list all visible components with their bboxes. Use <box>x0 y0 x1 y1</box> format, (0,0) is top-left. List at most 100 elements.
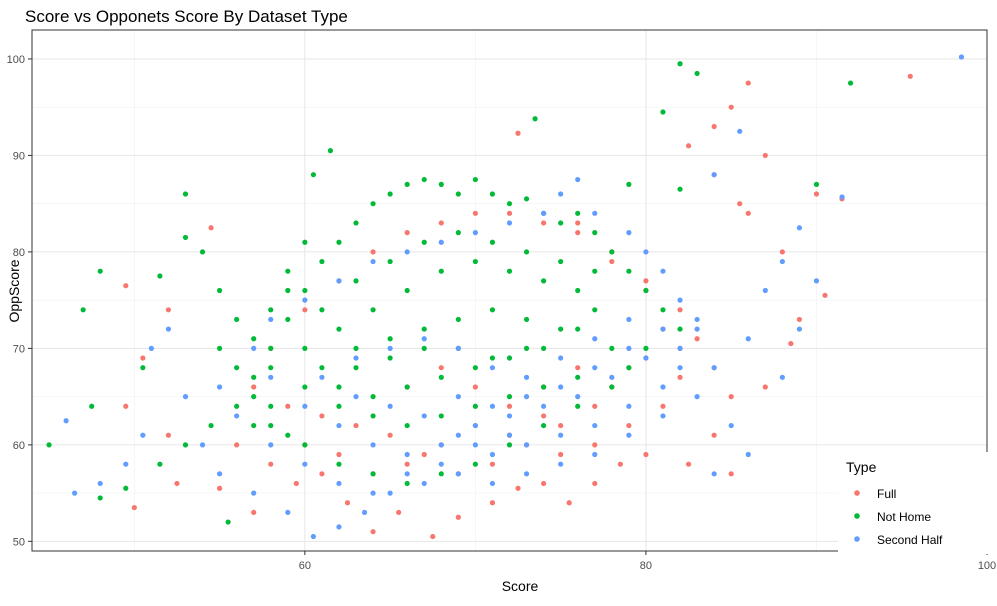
data-point <box>251 384 257 390</box>
data-point <box>626 365 632 371</box>
data-point <box>387 490 393 496</box>
data-point <box>575 176 581 183</box>
data-point <box>575 374 581 380</box>
data-point <box>472 230 478 236</box>
data-point <box>677 61 683 67</box>
data-point <box>404 422 410 429</box>
legend-key <box>854 536 860 542</box>
data-point <box>319 471 325 477</box>
data-point <box>779 374 785 380</box>
data-point <box>694 336 700 342</box>
data-point <box>404 287 410 294</box>
data-point <box>575 210 581 216</box>
data-point <box>319 374 325 380</box>
data-point <box>234 316 240 323</box>
data-point <box>660 384 666 390</box>
data-point <box>157 273 163 279</box>
data-point <box>302 345 308 351</box>
data-point <box>302 384 308 390</box>
data-point <box>728 471 734 477</box>
data-point <box>438 461 444 467</box>
data-point <box>592 451 598 458</box>
data-point <box>847 80 854 86</box>
data-point <box>677 365 683 371</box>
data-point <box>609 249 615 255</box>
legend-key <box>854 490 860 496</box>
data-point <box>336 461 342 467</box>
data-point <box>370 394 376 400</box>
data-point <box>558 451 564 458</box>
data-point <box>268 365 274 371</box>
data-point <box>438 239 444 245</box>
data-point <box>626 181 632 187</box>
data-point <box>455 191 461 197</box>
data-point <box>404 480 410 487</box>
data-point <box>251 490 257 496</box>
data-points <box>46 54 965 540</box>
data-point <box>421 336 427 342</box>
data-point <box>523 249 530 255</box>
data-point <box>506 201 513 207</box>
data-point <box>285 509 291 516</box>
data-point <box>336 326 342 332</box>
data-point <box>609 258 615 265</box>
data-point <box>336 451 342 458</box>
data-point <box>489 403 496 409</box>
data-point <box>609 374 615 380</box>
data-point <box>302 287 308 294</box>
data-point <box>361 509 368 516</box>
data-point <box>523 374 530 380</box>
data-point <box>251 374 257 380</box>
data-point <box>370 258 376 265</box>
data-point <box>216 471 223 477</box>
data-point <box>421 480 427 487</box>
data-point <box>575 220 581 226</box>
data-point <box>694 316 700 323</box>
data-point <box>737 128 743 134</box>
data-point <box>387 432 393 438</box>
data-point <box>592 403 598 409</box>
data-point <box>728 422 734 429</box>
x-tick-label: 80 <box>640 560 652 572</box>
data-point <box>660 268 666 274</box>
data-point <box>251 509 257 516</box>
x-tick-label: 60 <box>299 560 311 572</box>
data-point <box>575 403 581 409</box>
data-point <box>251 422 257 429</box>
y-tick-label: 60 <box>13 440 25 452</box>
data-point <box>575 287 581 294</box>
data-point <box>438 374 444 380</box>
data-point <box>455 432 461 438</box>
data-point <box>541 413 547 419</box>
data-point <box>711 365 717 371</box>
data-point <box>302 403 308 409</box>
y-tick-label: 90 <box>13 150 25 162</box>
data-point <box>523 345 530 351</box>
legend: Type Full Not Home Second Half <box>838 452 988 554</box>
data-point <box>455 514 461 520</box>
data-point <box>711 432 717 438</box>
data-point <box>592 365 598 371</box>
data-point <box>558 432 564 438</box>
data-point <box>592 230 598 236</box>
data-point <box>541 480 547 487</box>
data-point <box>660 307 666 313</box>
data-point <box>285 268 291 274</box>
legend-background <box>838 452 988 554</box>
data-point <box>609 384 615 390</box>
data-point <box>626 345 632 351</box>
data-point <box>626 268 632 274</box>
data-point <box>822 292 828 298</box>
data-point <box>353 355 359 361</box>
data-point <box>396 509 402 516</box>
data-point <box>182 394 189 400</box>
data-point <box>216 384 223 390</box>
data-point <box>165 326 172 332</box>
data-point <box>421 239 427 245</box>
data-point <box>353 394 359 400</box>
data-point <box>438 268 444 274</box>
data-point <box>370 307 376 313</box>
data-point <box>404 451 410 458</box>
data-point <box>626 230 632 236</box>
data-point <box>370 471 376 477</box>
